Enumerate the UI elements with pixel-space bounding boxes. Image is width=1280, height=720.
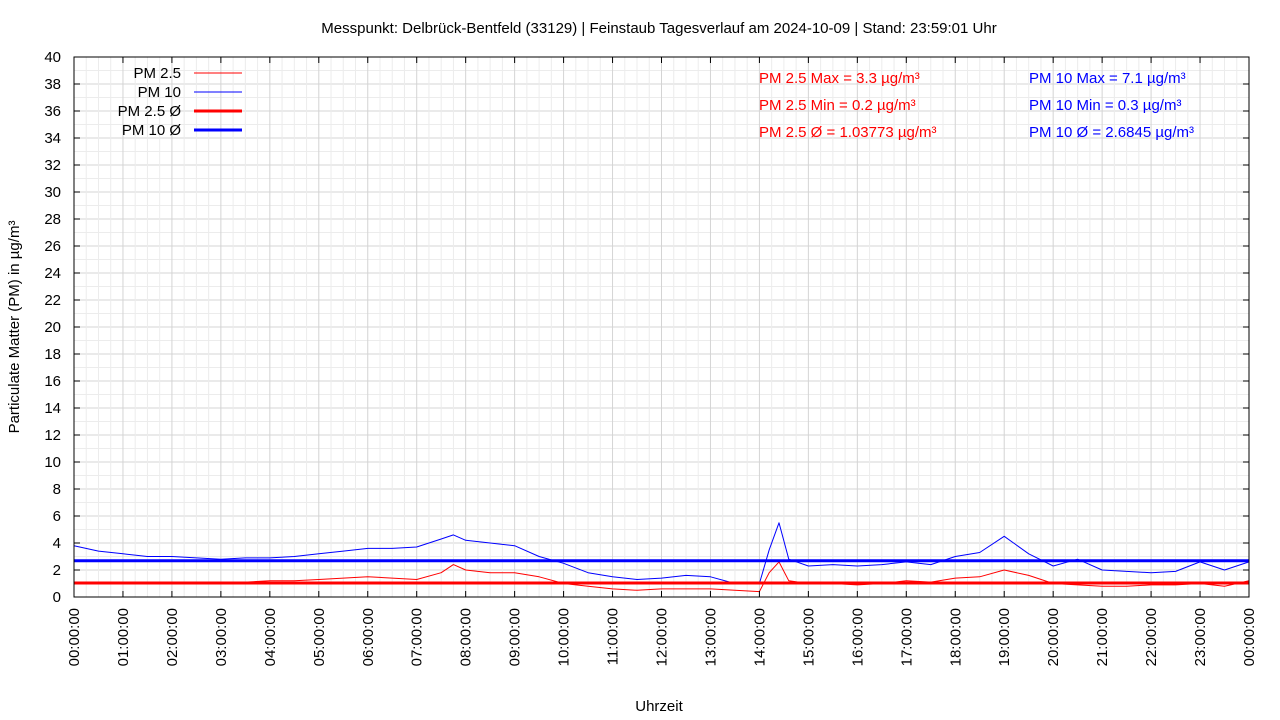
stat-pm10-max: PM 10 Max = 7.1 µg/m³ [1029, 70, 1186, 87]
grid [74, 57, 1249, 597]
y-tick-label: 18 [44, 346, 61, 363]
legend-label: PM 2.5 Ø [118, 103, 182, 120]
y-tick-label: 14 [44, 400, 61, 417]
stat-pm25-avg: PM 2.5 Ø = 1.03773 µg/m³ [759, 124, 936, 141]
x-tick-label: 19:00:00 [996, 608, 1013, 666]
x-tick-label: 14:00:00 [751, 608, 768, 666]
legend-label: PM 2.5 [133, 65, 181, 82]
y-tick-label: 20 [44, 319, 61, 336]
x-tick-label: 23:00:00 [1192, 608, 1209, 666]
y-tick-label: 34 [44, 130, 61, 147]
ticks [73, 56, 1250, 598]
x-tick-label: 00:00:00 [1241, 608, 1258, 666]
legend-label: PM 10 Ø [122, 122, 182, 139]
stat-pm10-min: PM 10 Min = 0.3 µg/m³ [1029, 97, 1181, 114]
y-tick-label: 26 [44, 238, 61, 255]
y-tick-label: 4 [53, 535, 61, 552]
x-tick-label: 18:00:00 [947, 608, 964, 666]
x-axis-label: Uhrzeit [635, 698, 683, 715]
x-tick-label: 21:00:00 [1094, 608, 1111, 666]
stat-pm25-min: PM 2.5 Min = 0.2 µg/m³ [759, 97, 916, 114]
y-tick-label: 30 [44, 184, 61, 201]
x-tick-label: 22:00:00 [1143, 608, 1160, 666]
y-tick-label: 2 [53, 562, 61, 579]
y-tick-label: 8 [53, 481, 61, 498]
legend-label: PM 10 [138, 84, 181, 101]
x-tick-label: 05:00:00 [311, 608, 328, 666]
x-tick-label: 04:00:00 [262, 608, 279, 666]
stats-pm25: PM 2.5 Max = 3.3 µg/m³ PM 2.5 Min = 0.2 … [759, 70, 936, 141]
x-tick-labels: 00:00:00 01:00:00 02:00:00 03:00:00 04:00:00… [66, 608, 1258, 666]
y-axis-label: Particulate Matter (PM) in µg/m³ [6, 221, 23, 434]
x-tick-label: 15:00:00 [800, 608, 817, 666]
x-tick-label: 07:00:00 [409, 608, 426, 666]
x-tick-label: 01:00:00 [115, 608, 132, 666]
x-tick-label: 10:00:00 [556, 608, 573, 666]
y-tick-label: 10 [44, 454, 61, 471]
x-tick-label: 02:00:00 [164, 608, 181, 666]
y-tick-label: 38 [44, 76, 61, 93]
stats-pm10: PM 10 Max = 7.1 µg/m³ PM 10 Min = 0.3 µg… [1029, 70, 1194, 141]
x-tick-label: 11:00:00 [605, 608, 622, 665]
x-tick-label: 06:00:00 [360, 608, 377, 666]
series-layer [73, 522, 1250, 593]
y-tick-label: 6 [53, 508, 61, 525]
y-tick-label: 28 [44, 211, 61, 228]
x-tick-label: 17:00:00 [898, 608, 915, 666]
y-tick-label: 40 [44, 49, 61, 66]
x-tick-label: 00:00:00 [66, 608, 83, 666]
x-tick-label: 09:00:00 [507, 608, 524, 666]
y-tick-label: 22 [44, 292, 61, 309]
x-tick-label: 13:00:00 [702, 608, 719, 666]
x-tick-label: 16:00:00 [849, 608, 866, 666]
series-line [74, 561, 1250, 593]
x-tick-label: 08:00:00 [458, 608, 475, 666]
legend: PM 2.5 PM 10 PM 2.5 Ø PM 10 Ø [118, 65, 242, 139]
x-tick-label: 12:00:00 [654, 608, 671, 666]
stat-pm25-max: PM 2.5 Max = 3.3 µg/m³ [759, 70, 920, 87]
y-tick-label: 32 [44, 157, 61, 174]
x-tick-label: 03:00:00 [213, 608, 230, 666]
stat-pm10-avg: PM 10 Ø = 2.6845 µg/m³ [1029, 124, 1194, 141]
y-tick-label: 0 [53, 589, 61, 606]
y-tick-label: 16 [44, 373, 61, 390]
x-tick-label: 20:00:00 [1045, 608, 1062, 666]
y-tick-label: 36 [44, 103, 61, 120]
chart-title: Messpunkt: Delbrück-Bentfeld (33129) | F… [321, 20, 996, 37]
y-tick-label: 12 [44, 427, 61, 444]
y-tick-label: 24 [44, 265, 61, 282]
